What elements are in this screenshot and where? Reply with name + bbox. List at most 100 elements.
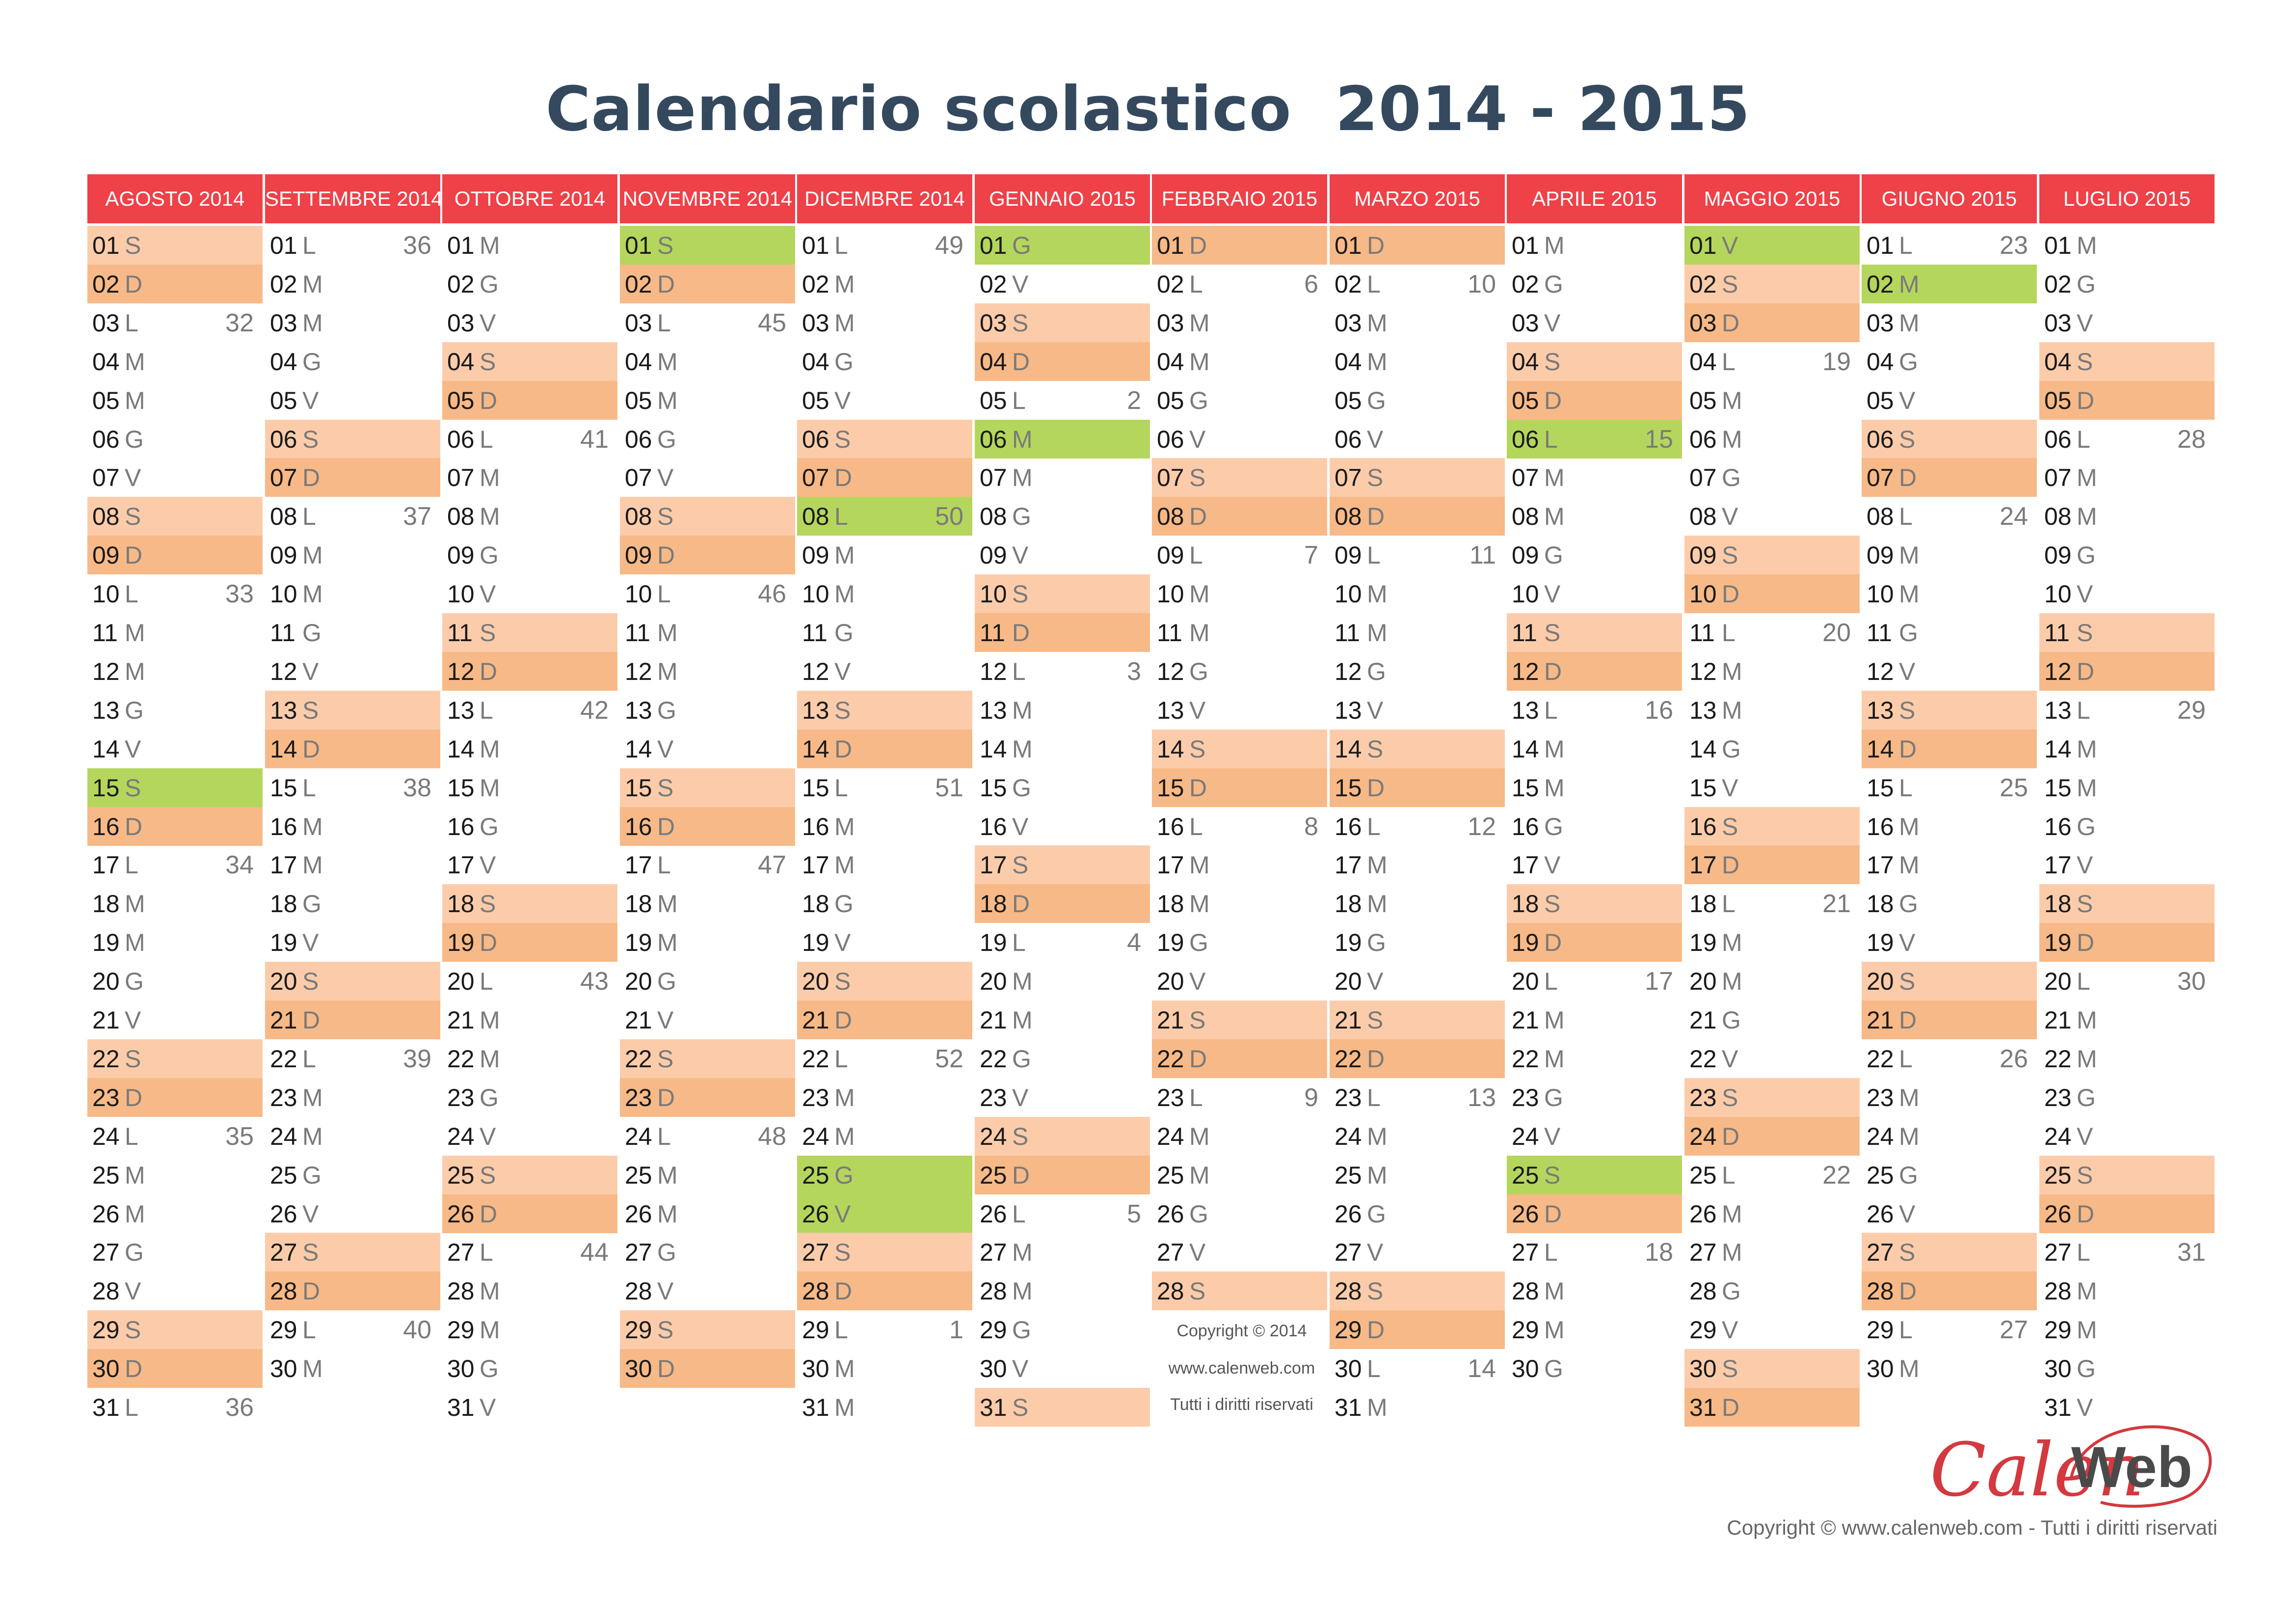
day-number: 08	[92, 503, 120, 530]
weekday-letter: D	[125, 541, 143, 569]
week-number: 3	[1127, 657, 1141, 686]
day-cell: 19 D	[2039, 923, 2215, 962]
day-cell: 06 L 41	[442, 420, 617, 459]
weekday-letter: D	[657, 270, 675, 298]
day-cell: 24 M	[1862, 1117, 2037, 1156]
day-cell: 08 D	[1330, 497, 1505, 536]
weekday-letter: S	[1367, 464, 1384, 491]
day-number: 21	[802, 1006, 829, 1034]
day-cell: 02 G	[1507, 265, 1682, 303]
day-cell: 07 D	[265, 458, 440, 497]
week-number: 15	[1645, 425, 1673, 454]
day-cell: 29 S	[620, 1310, 795, 1349]
day-cell: 10 V	[442, 574, 617, 613]
weekday-letter: D	[1189, 503, 1207, 530]
week-number: 18	[1645, 1238, 1673, 1267]
weekday-letter: M	[1367, 348, 1388, 376]
day-cell: 31 S	[975, 1388, 1150, 1427]
day-number: 09	[802, 541, 829, 569]
week-number: 23	[2000, 231, 2028, 260]
day-number: 12	[2044, 658, 2072, 685]
day-number: 19	[980, 929, 1007, 956]
day-number: 04	[1157, 348, 1184, 376]
day-cell: 22 D	[1152, 1039, 1327, 1078]
weekday-letter: L	[302, 1045, 316, 1073]
month-header: MAGGIO 2015	[1684, 174, 1860, 223]
day-number: 09	[1867, 541, 1894, 569]
day-number: 30	[625, 1355, 652, 1382]
day-cell: 01 M	[2039, 226, 2215, 265]
day-number: 15	[447, 774, 475, 802]
day-number: 21	[1867, 1006, 1894, 1034]
day-number: 09	[270, 541, 297, 569]
weekday-letter: S	[834, 1239, 851, 1266]
weekday-letter: L	[480, 1239, 493, 1266]
day-number: 05	[625, 387, 652, 414]
day-number: 07	[625, 464, 652, 491]
weekday-letter: M	[2077, 1006, 2097, 1034]
month-column: AGOSTO 2014 01 S 02 D 03 L 32 04 M 05 M 06 G 07 V 08 S 09 D…	[87, 174, 264, 1431]
day-cell: 26 G	[1330, 1194, 1505, 1233]
weekday-letter: G	[657, 426, 676, 453]
weekday-letter: S	[1722, 270, 1738, 298]
weekday-letter: S	[1722, 813, 1738, 840]
day-cell: 21 G	[1684, 1001, 1860, 1039]
day-number: 12	[802, 658, 829, 685]
day-cell: 23 M	[1862, 1078, 2037, 1117]
day-number: 07	[1335, 464, 1362, 491]
day-cell: 22 G	[975, 1039, 1150, 1078]
week-number: 38	[403, 774, 431, 802]
day-number: 06	[270, 426, 297, 453]
weekday-letter: G	[1189, 387, 1208, 414]
day-cell: 24 M	[265, 1117, 440, 1156]
day-number: 17	[625, 851, 652, 879]
weekday-letter: D	[1544, 658, 1562, 685]
day-cell: 20 L 43	[442, 962, 617, 1001]
day-number: 09	[625, 541, 652, 569]
day-cell: 16 D	[87, 807, 263, 846]
day-number: 27	[980, 1239, 1007, 1266]
weekday-letter: M	[1544, 1006, 1565, 1034]
weekday-letter: V	[1899, 1200, 1916, 1228]
day-cell: 26 M	[1684, 1194, 1860, 1233]
weekday-letter: S	[657, 503, 674, 530]
week-number: 6	[1304, 270, 1318, 298]
day-cell: 16 G	[2039, 807, 2215, 846]
day-cell: 18 G	[265, 884, 440, 923]
weekday-letter: M	[125, 387, 145, 414]
day-cell: 29 D	[1330, 1310, 1505, 1349]
day-number: 10	[980, 580, 1007, 608]
day-number: 05	[2044, 387, 2072, 414]
day-number: 21	[92, 1006, 120, 1034]
day-number: 26	[1157, 1200, 1184, 1228]
weekday-letter: L	[2077, 1239, 2090, 1266]
day-cell: 22 L 26	[1862, 1039, 2037, 1078]
day-cell: 18 G	[797, 884, 972, 923]
day-number: 22	[270, 1045, 297, 1073]
weekday-letter: G	[1899, 890, 1918, 918]
day-cell: 05 M	[87, 381, 263, 420]
day-cell: 30 S	[1684, 1349, 1860, 1388]
weekday-letter: S	[834, 426, 851, 453]
day-number: 25	[802, 1162, 829, 1189]
day-number: 16	[1867, 813, 1894, 840]
day-cell: 06 L 28	[2039, 420, 2215, 459]
day-cell: 04 M	[87, 342, 263, 381]
day-number: 07	[980, 464, 1007, 491]
day-number: 17	[92, 851, 120, 879]
weekday-letter: M	[1189, 619, 1210, 647]
day-number: 12	[1335, 658, 1362, 685]
day-cell: 12 V	[1862, 652, 2037, 691]
weekday-letter: M	[125, 658, 145, 685]
weekday-letter: G	[1189, 658, 1208, 685]
day-number: 13	[447, 697, 475, 724]
day-number: 08	[980, 503, 1007, 530]
day-cell: 28 V	[620, 1271, 795, 1310]
weekday-letter: M	[1012, 1239, 1033, 1266]
weekday-letter: M	[302, 270, 323, 298]
day-cell: 17 L 47	[620, 845, 795, 884]
weekday-letter: G	[2077, 813, 2096, 840]
weekday-letter: G	[834, 890, 854, 918]
day-cell: 12 V	[265, 652, 440, 691]
month-header: LUGLIO 2015	[2039, 174, 2215, 223]
